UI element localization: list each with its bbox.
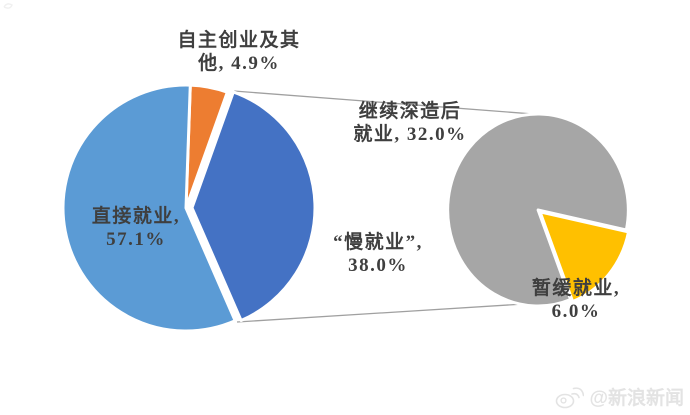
primary-pie: [61, 83, 317, 333]
watermark-text: @新浪新闻: [589, 388, 684, 409]
pie-slice-直接就业: [61, 83, 237, 333]
label-direct-employment: 直接就业, 57.1%: [92, 205, 180, 251]
connector-line-top: [233, 90, 547, 116]
label-line: 直接就业,: [91, 206, 181, 227]
pie-slice-继续深造后就业: [446, 112, 630, 308]
label-line: 就业, 32.0%: [353, 124, 467, 145]
pie-slice-暂缓就业: [538, 210, 630, 303]
label-further-study-employment: 继续深造后 就业, 32.0%: [353, 100, 466, 146]
label-slow-employment: “慢就业”, 38.0%: [333, 231, 423, 277]
watermark: @新浪新闻: [554, 383, 684, 410]
corner-watermark-artifact: [3, 3, 13, 9]
connector-line-bottom: [236, 301, 557, 323]
secondary-pie: [446, 112, 630, 308]
label-self-employment-other: 自主创业及其 他, 4.9%: [177, 29, 300, 75]
label-line: 自主创业及其: [177, 30, 301, 51]
label-line: 他, 4.9%: [198, 53, 280, 74]
label-line: 38.0%: [348, 255, 408, 276]
label-line: 57.1%: [106, 229, 166, 250]
label-line: 暂缓就业,: [531, 278, 621, 299]
label-line: “慢就业”,: [333, 232, 423, 253]
label-postponed-employment: 暂缓就业, 6.0%: [532, 277, 620, 323]
pie-slice-慢就业: [190, 90, 317, 323]
weibo-icon: [556, 386, 585, 408]
label-line: 6.0%: [551, 301, 601, 322]
label-line: 继续深造后: [358, 101, 462, 122]
